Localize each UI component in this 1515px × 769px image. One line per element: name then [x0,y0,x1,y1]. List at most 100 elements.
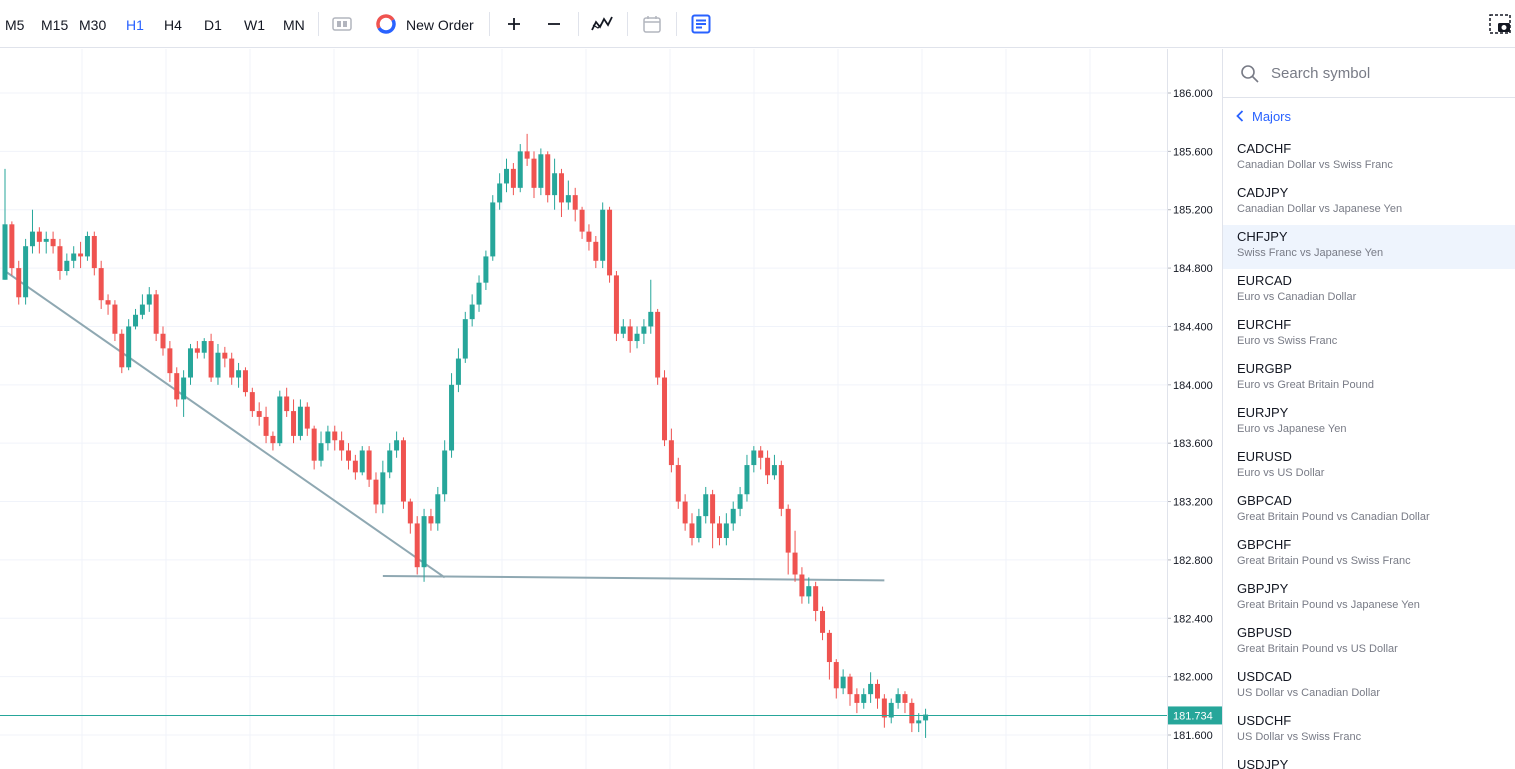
timeframe-m15[interactable]: M15 [41,17,69,33]
symbol-item-usdjpy[interactable]: USDJPYUS Dollar vs Japanese Yen [1223,753,1515,769]
indicators-icon[interactable] [590,13,614,35]
symbol-sidebar: Majors CADCHF Canadian Dollar vs Swiss Fr… [1222,49,1515,769]
candle-body [888,702,894,718]
timeframe-h4[interactable]: H4 [164,17,182,33]
symbol-item-usdcad[interactable]: USDCAD US Dollar vs Canadian Dollar [1223,665,1515,709]
symbol-description: Euro vs Great Britain Pound [1237,379,1374,391]
candle-body [895,694,901,703]
candle-body [607,209,613,276]
symbol-item-usdchf[interactable]: USDCHF US Dollar vs Swiss Franc [1223,709,1515,753]
symbol-description: Great Britain Pound vs Canadian Dollar [1237,511,1430,523]
price-axis-label: 185.200 [1173,205,1213,217]
candle-body [744,465,750,495]
symbol-description: Great Britain Pound vs Japanese Yen [1237,599,1420,611]
price-axis-label: 182.000 [1173,672,1213,684]
price-axis-label: 184.800 [1173,263,1213,275]
candle-body [400,440,406,502]
candle-body [91,235,97,269]
top-toolbar: M5 M15 M30 H1 H4 D1 W1 MN New Order [0,0,1515,48]
symbol-item-eurcad[interactable]: EURCAD Euro vs Canadian Dollar [1223,269,1515,313]
timeframe-d1[interactable]: D1 [204,17,222,33]
timeframe-w1[interactable]: W1 [244,17,265,33]
candle-body [662,377,668,441]
candle-body [524,151,530,159]
symbol-item-gbpcad[interactable]: GBPCAD Great Britain Pound vs Canadian Do… [1223,489,1515,533]
price-axis-label: 183.200 [1173,497,1213,509]
candle-body [668,440,674,466]
new-order-icon [376,14,396,34]
candle-body [318,443,324,461]
candle-body [153,294,159,334]
candle-body [476,282,482,305]
search-symbol-input[interactable] [1271,61,1501,85]
price-axis-label: 186.000 [1173,88,1213,100]
candle-body [407,501,413,524]
candle-body [655,311,661,378]
toolbar-separator [318,12,319,36]
price-chart[interactable]: 186.000 185.600 185.200 184.800 184.400 184.0… [0,49,1222,769]
candle-body [558,173,564,203]
candle-body [538,154,544,188]
candle-body [785,508,791,553]
candle-body [462,319,468,359]
notes-icon[interactable] [690,13,712,35]
candle-body [428,516,434,524]
candle-body [593,241,599,261]
candle-body [696,516,702,539]
candles-icon[interactable] [331,14,353,34]
symbol-item-chfjpy[interactable]: CHFJPY Swiss Franc vs Japanese Yen [1223,225,1515,269]
candle-body [778,465,784,509]
candle-body [222,352,228,359]
current-price-label: 181.734 [1173,710,1213,722]
candle-body [455,358,461,385]
candle-body [194,348,200,353]
candle-body [139,304,145,315]
timeframe-m30[interactable]: M30 [79,17,107,33]
symbol-item-gbpjpy[interactable]: GBPJPY Great Britain Pound vs Japanese Ye… [1223,577,1515,621]
candle-body [50,238,56,247]
candle-body [552,173,558,196]
candle-body [208,341,214,378]
search-box [1223,49,1515,98]
symbol-item-eurusd[interactable]: EURUSD Euro vs US Dollar [1223,445,1515,489]
candle-body [43,238,49,242]
candle-body [187,348,193,378]
symbol-item-eurgbp[interactable]: EURGBP Euro vs Great Britain Pound [1223,357,1515,401]
group-back-button[interactable]: Majors [1236,107,1291,125]
symbol-item-cadchf[interactable]: CADCHF Canadian Dollar vs Swiss Franc [1223,137,1515,181]
candle-body [771,465,777,476]
calendar-icon[interactable] [641,13,663,35]
candle-body [332,431,338,441]
plus-icon[interactable] [505,15,523,33]
candle-body [359,450,365,473]
price-axis-label: 185.600 [1173,146,1213,158]
candle-body [751,450,757,466]
candle-body [146,294,152,305]
symbol-name: EURCAD [1237,273,1292,288]
timeframe-mn[interactable]: MN [283,17,305,33]
symbol-item-gbpchf[interactable]: GBPCHF Great Britain Pound vs Swiss Franc [1223,533,1515,577]
symbol-item-cadjpy[interactable]: CADJPY Canadian Dollar vs Japanese Yen [1223,181,1515,225]
candle-body [346,450,351,461]
candle-body [160,333,166,349]
candle-body [613,275,619,334]
minus-icon[interactable] [545,15,563,33]
candle-body [517,151,523,188]
candle-body [840,676,846,689]
candle-body [311,428,317,461]
candle-body [442,450,448,495]
symbol-item-eurchf[interactable]: EURCHF Euro vs Swiss Franc [1223,313,1515,357]
camera-icon[interactable] [1488,13,1512,35]
trendline[interactable] [4,270,446,579]
candlestick-chart[interactable]: 186.000 185.600 185.200 184.800 184.400 184.0… [0,49,1222,769]
symbol-item-gbpusd[interactable]: GBPUSD Great Britain Pound vs US Dollar [1223,621,1515,665]
candle-body [181,377,187,400]
candle-body [648,311,654,327]
symbol-name: CHFJPY [1237,229,1288,244]
symbol-item-eurjpy[interactable]: EURJPY Euro vs Japanese Yen [1223,401,1515,445]
candle-body [263,416,269,436]
candle-body [902,694,908,703]
timeframe-m5[interactable]: M5 [5,17,25,33]
timeframe-h1[interactable]: H1 [126,17,144,33]
price-axis-label: 182.800 [1173,555,1213,567]
